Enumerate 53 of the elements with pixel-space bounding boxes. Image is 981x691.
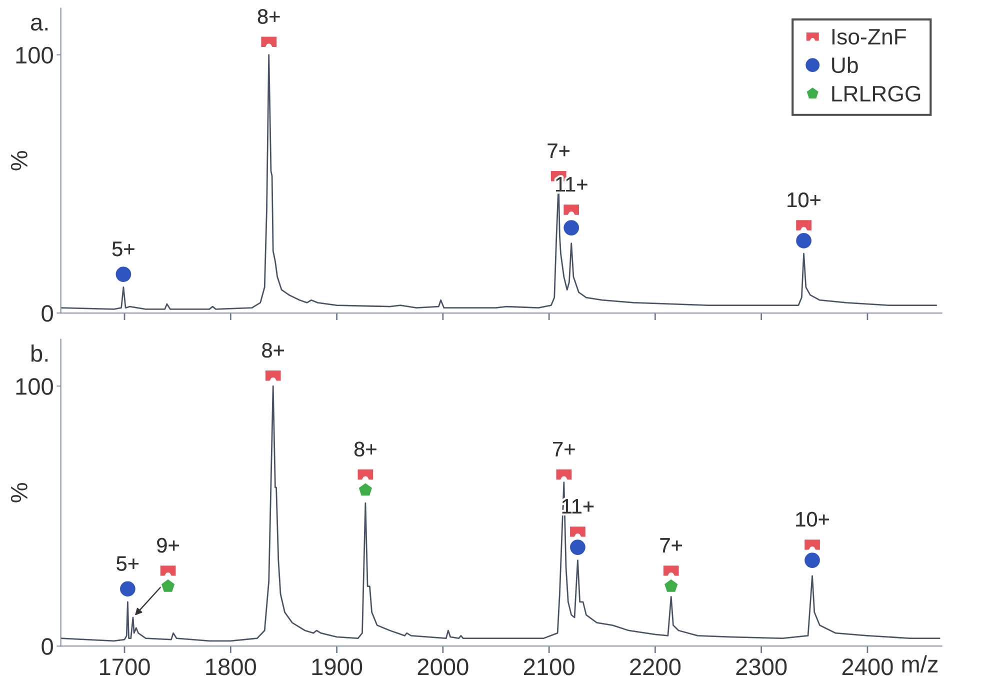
y-axis-title: %	[10, 483, 28, 502]
annotation: 7+	[660, 538, 682, 552]
x-tick-label: 2400	[842, 658, 893, 676]
point	[357, 481, 374, 498]
annotation: 7+	[548, 144, 570, 158]
x-tick-label: 2000	[418, 658, 468, 676]
point	[794, 231, 814, 250]
point	[264, 368, 282, 382]
x-axis-title: m/z	[902, 655, 938, 673]
y-tick-label: 100	[16, 46, 53, 64]
annotation: 8+	[258, 9, 280, 24]
x-tick-label: 1800	[206, 658, 256, 676]
annotation: 9+	[157, 538, 179, 553]
annotation: 10+	[796, 512, 829, 527]
legend-label: Iso-ZnF	[832, 29, 906, 45]
point	[662, 578, 680, 594]
annotation: 11+	[556, 177, 588, 192]
annotation: 5+	[116, 556, 139, 571]
line-series	[60, 385, 940, 642]
x-tick-label: 2100	[524, 658, 574, 676]
y-tick-label: 100	[16, 378, 53, 395]
annotation: 7+	[553, 442, 575, 456]
chart-title: b.	[32, 344, 48, 362]
point	[118, 580, 138, 598]
y-axis-title: %	[10, 151, 28, 170]
point	[554, 468, 574, 482]
point	[794, 218, 814, 232]
point	[260, 35, 278, 49]
chart-title: a.	[30, 18, 48, 31]
point	[562, 202, 581, 217]
y-tick-label: 0	[42, 305, 53, 322]
point	[562, 218, 581, 238]
point	[662, 564, 680, 578]
annotation: 10+	[788, 192, 820, 208]
legend-label: LRLRGG	[832, 86, 920, 102]
legend-label: Ub	[832, 56, 858, 74]
x-tick-label: 1700	[100, 658, 150, 676]
x-tick-label: 1900	[312, 658, 362, 676]
annotation: 8+	[354, 442, 376, 456]
annotation: 5+	[112, 242, 134, 256]
point	[802, 550, 822, 570]
point	[802, 538, 822, 552]
x-tick-label: 2200	[630, 658, 681, 676]
point	[114, 264, 133, 284]
line-series	[60, 54, 938, 310]
point	[160, 578, 176, 594]
point	[158, 564, 178, 578]
x-tick-label: 2300	[736, 658, 787, 676]
point	[356, 468, 375, 482]
point	[568, 538, 588, 557]
y-tick-label: 0	[42, 638, 53, 655]
point	[568, 524, 588, 538]
annotation: 8+	[262, 342, 284, 358]
